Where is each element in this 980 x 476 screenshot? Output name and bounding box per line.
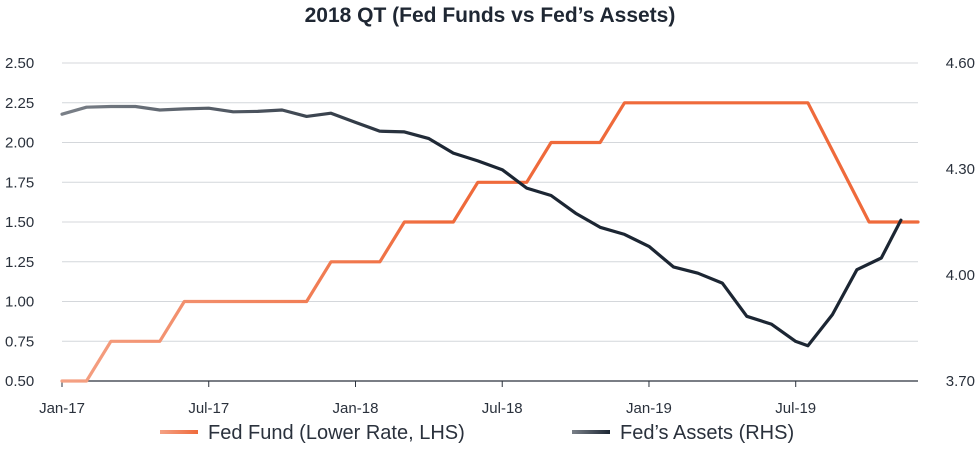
x-tick-label: Jul-17 <box>188 400 229 417</box>
y-left-tick-label: 1.50 <box>5 214 34 231</box>
y-left-tick-label: 0.75 <box>5 333 34 350</box>
left-axis: 0.50 0.75 1.00 1.25 1.50 1.75 2.00 2.25 2.50 <box>5 55 34 390</box>
y-right-tick-label: 3.70 <box>946 373 975 390</box>
chart-title: 2018 QT (Fed Funds vs Fed’s Assets) <box>304 4 676 27</box>
plot-area <box>60 101 920 383</box>
y-left-tick-label: 2.25 <box>5 95 34 112</box>
y-right-tick-label: 4.60 <box>946 55 975 72</box>
legend-swatch <box>572 430 610 434</box>
x-tick-label: Jan-18 <box>333 400 379 417</box>
y-left-tick-label: 0.50 <box>5 373 34 390</box>
y-left-tick-label: 1.75 <box>5 174 34 191</box>
y-left-tick-label: 1.25 <box>5 254 34 271</box>
x-tick-label: Jul-18 <box>482 400 523 417</box>
legend-swatch <box>160 430 198 434</box>
y-left-tick-label: 2.00 <box>5 135 34 152</box>
legend-label: Fed’s Assets (RHS) <box>620 422 794 444</box>
right-axis: 3.70 4.00 4.30 4.60 <box>946 55 975 390</box>
x-tick-label: Jul-19 <box>775 400 816 417</box>
legend-fed-fund: Fed Fund (Lower Rate, LHS) <box>160 422 465 444</box>
y-left-tick-label: 2.50 <box>5 55 34 72</box>
legend-label: Fed Fund (Lower Rate, LHS) <box>208 422 465 444</box>
gridlines <box>62 62 918 382</box>
x-tick-label: Jan-19 <box>626 400 672 417</box>
legend: Fed Fund (Lower Rate, LHS) Fed’s Assets (… <box>160 422 794 444</box>
series-line-fed-fund <box>60 101 920 383</box>
y-right-tick-label: 4.00 <box>946 267 975 284</box>
y-right-tick-label: 4.30 <box>946 161 975 178</box>
legend-fed-assets: Fed’s Assets (RHS) <box>572 422 794 444</box>
x-tick-label: Jan-17 <box>39 400 85 417</box>
y-left-tick-label: 1.00 <box>5 294 34 311</box>
series-line-fed-assets <box>60 104 903 348</box>
x-axis: Jan-17 Jul-17 Jan-18 Jul-18 Jan-19 Jul-19 <box>39 381 816 417</box>
